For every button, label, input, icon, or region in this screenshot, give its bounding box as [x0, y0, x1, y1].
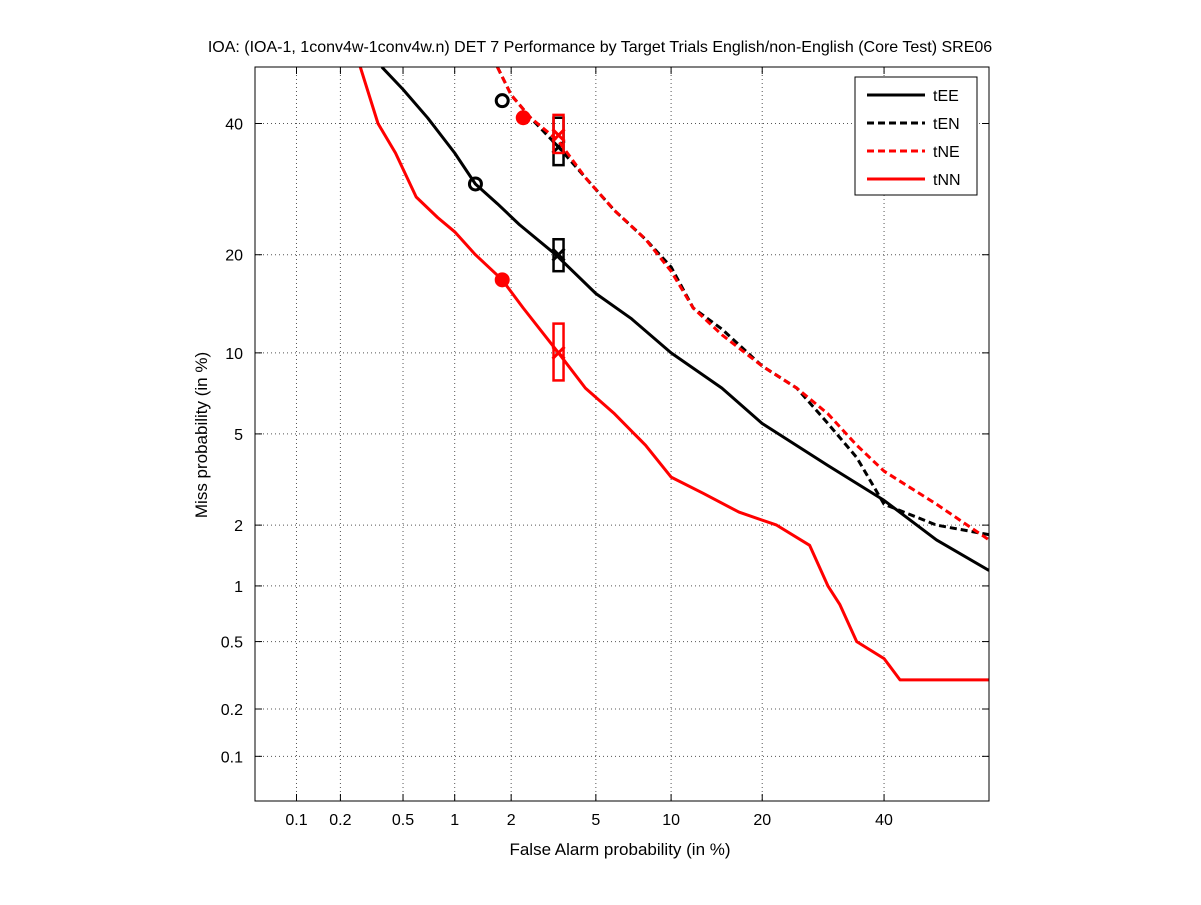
legend-label-tNE: tNE	[933, 144, 960, 161]
legend-label-tEN: tEN	[933, 116, 960, 133]
x-tick-label: 0.2	[329, 812, 351, 829]
min-dcf-marker-tNE	[515, 110, 531, 126]
x-tick-label: 5	[591, 812, 600, 829]
eer-interval-box-tEE	[552, 237, 565, 273]
legend-box	[854, 76, 978, 196]
eer-marker-tNN	[551, 345, 566, 360]
y-tick-label: 2	[234, 518, 243, 535]
series-line-tNE	[496, 67, 989, 542]
y-tick-label: 40	[225, 117, 243, 134]
y-axis-label: Miss probability (in %)	[192, 352, 211, 518]
min-dcf-marker-tEE	[467, 176, 483, 192]
y-tick-label: 0.1	[221, 749, 243, 766]
legend-label-tEE: tEE	[933, 88, 959, 105]
legend: tEE tEN tNE tNN	[854, 76, 978, 196]
y-tick-label: 1	[234, 579, 243, 596]
eer-interval-box-tNE	[552, 113, 565, 155]
y-tick-label: 10	[225, 346, 243, 363]
chart-title: IOA: (IOA-1, 1conv4w-1conv4w.n) DET 7 Pe…	[208, 39, 992, 56]
eer-marker-tNE	[551, 128, 566, 143]
legend-label-tNN: tNN	[933, 172, 961, 189]
x-tick-label: 40	[875, 812, 893, 829]
series-line-tNN	[358, 67, 989, 682]
y-tick-label: 5	[234, 427, 243, 444]
eer-marker-tEE	[551, 247, 566, 262]
x-tick-label: 1	[450, 812, 459, 829]
x-tick-label: 0.5	[392, 812, 414, 829]
axes-box	[254, 66, 990, 802]
series-layer	[358, 67, 989, 682]
eer-interval-box-tNN	[552, 322, 565, 382]
min-dcf-marker-tEN	[494, 93, 510, 109]
series-tNE	[496, 67, 989, 542]
series-tNN	[358, 67, 989, 682]
x-tick-label: 0.1	[285, 812, 307, 829]
y-tick-label: 0.5	[221, 635, 243, 652]
series-line-tEE	[380, 67, 989, 572]
x-tick-label: 20	[753, 812, 771, 829]
series-tEE	[380, 67, 989, 572]
min-dcf-marker-tNN	[494, 272, 510, 288]
x-axis-label: False Alarm probability (in %)	[509, 840, 730, 859]
axis-ticks: 0.1 0.2 0.5 1 2 5 10 20 40 0.1 0.2 0.5 1 2 5 10 20 40	[221, 67, 989, 829]
x-tick-label: 10	[662, 812, 680, 829]
x-tick-label: 2	[507, 812, 516, 829]
y-tick-label: 0.2	[221, 702, 243, 719]
y-tick-label: 20	[225, 248, 243, 265]
